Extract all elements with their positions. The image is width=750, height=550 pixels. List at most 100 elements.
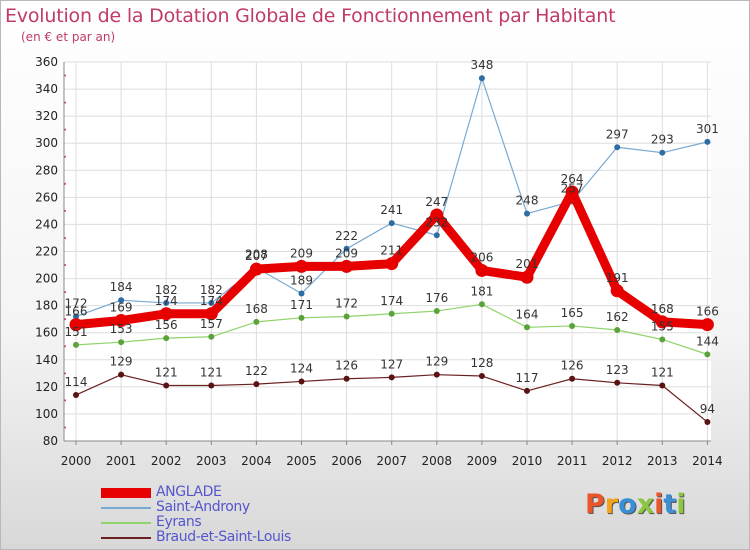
data-label: 129 bbox=[110, 355, 133, 369]
y-tick-label: 160 bbox=[35, 326, 58, 340]
data-label: 168 bbox=[245, 302, 268, 316]
legend-swatch bbox=[101, 488, 151, 498]
data-point-0 bbox=[340, 259, 354, 273]
y-tick-label: 200 bbox=[35, 272, 58, 286]
legend-label: Saint-Androny bbox=[156, 499, 250, 515]
x-tick-label: 2014 bbox=[692, 454, 723, 468]
data-point-3 bbox=[208, 382, 215, 389]
data-label: 241 bbox=[380, 203, 403, 217]
y-tick-label: 240 bbox=[35, 217, 58, 231]
data-point-1 bbox=[208, 299, 215, 306]
data-point-3 bbox=[478, 373, 485, 380]
data-label: 206 bbox=[470, 250, 493, 264]
data-point-3 bbox=[73, 391, 79, 398]
data-point-2 bbox=[388, 310, 395, 317]
data-label: 171 bbox=[290, 298, 313, 312]
data-label: 232 bbox=[425, 215, 448, 229]
data-label: 164 bbox=[516, 307, 539, 321]
x-tick-label: 2009 bbox=[467, 454, 498, 468]
data-point-0 bbox=[114, 314, 128, 328]
data-point-2 bbox=[704, 351, 711, 358]
data-label: 94 bbox=[700, 402, 715, 416]
data-label: 114 bbox=[65, 375, 88, 389]
data-point-2 bbox=[298, 314, 305, 321]
data-point-3 bbox=[433, 371, 440, 378]
data-label: 166 bbox=[696, 305, 719, 319]
data-label: 348 bbox=[470, 58, 493, 72]
data-point-2 bbox=[614, 327, 621, 334]
data-point-1 bbox=[659, 149, 666, 156]
x-tick-label: 2003 bbox=[196, 454, 227, 468]
data-point-3 bbox=[388, 374, 395, 381]
data-point-2 bbox=[163, 335, 170, 342]
data-label: 172 bbox=[335, 296, 358, 310]
data-point-0 bbox=[295, 259, 308, 273]
data-point-0 bbox=[475, 263, 489, 277]
data-label: 121 bbox=[200, 366, 223, 380]
data-label: 153 bbox=[110, 322, 133, 336]
chart-title: Evolution de la Dotation Globale de Fonc… bbox=[5, 5, 616, 27]
data-point-2 bbox=[569, 322, 576, 329]
data-point-1 bbox=[73, 313, 79, 320]
x-tick-label: 2007 bbox=[376, 454, 407, 468]
data-point-2 bbox=[73, 341, 79, 348]
data-label: 117 bbox=[516, 371, 539, 385]
x-tick-label: 2012 bbox=[602, 454, 633, 468]
data-point-2 bbox=[343, 313, 350, 320]
x-tick-label: 2004 bbox=[241, 454, 272, 468]
data-point-0 bbox=[204, 307, 218, 321]
data-point-0 bbox=[655, 315, 669, 329]
legend-swatch bbox=[101, 507, 151, 509]
y-tick-label: 280 bbox=[35, 163, 58, 177]
y-tick-label: 320 bbox=[35, 109, 58, 123]
x-tick-label: 2006 bbox=[331, 454, 362, 468]
data-label: 257 bbox=[561, 181, 584, 195]
data-label: 209 bbox=[335, 246, 358, 260]
data-point-1 bbox=[614, 144, 621, 151]
data-label: 182 bbox=[200, 283, 223, 297]
data-label: 155 bbox=[651, 319, 674, 333]
y-tick-label: 260 bbox=[35, 190, 58, 204]
data-label: 174 bbox=[155, 294, 178, 308]
data-label: 126 bbox=[561, 359, 584, 373]
data-label: 144 bbox=[696, 334, 719, 348]
data-point-0 bbox=[249, 262, 263, 276]
data-label: 169 bbox=[110, 301, 133, 315]
data-label: 181 bbox=[470, 284, 493, 298]
data-point-0 bbox=[610, 284, 624, 298]
data-label: 176 bbox=[425, 291, 448, 305]
data-point-2 bbox=[208, 333, 215, 340]
data-label: 151 bbox=[65, 325, 88, 339]
data-label: 129 bbox=[425, 355, 448, 369]
data-point-3 bbox=[704, 419, 711, 426]
x-tick-label: 2001 bbox=[106, 454, 137, 468]
data-label: 168 bbox=[651, 302, 674, 316]
data-point-3 bbox=[343, 375, 350, 382]
data-label: 121 bbox=[155, 366, 178, 380]
data-label: 182 bbox=[155, 283, 178, 297]
data-point-3 bbox=[253, 381, 260, 388]
data-point-1 bbox=[163, 299, 170, 306]
data-point-3 bbox=[163, 382, 170, 389]
legend-swatch bbox=[101, 522, 151, 524]
data-label: 222 bbox=[335, 229, 358, 243]
data-point-1 bbox=[388, 220, 395, 227]
data-label: 207 bbox=[245, 249, 268, 263]
data-point-1 bbox=[478, 75, 485, 82]
data-point-3 bbox=[298, 378, 305, 385]
x-tick-label: 2008 bbox=[422, 454, 453, 468]
data-label: 126 bbox=[335, 359, 358, 373]
data-label: 174 bbox=[380, 294, 403, 308]
y-tick-label: 360 bbox=[35, 55, 58, 69]
data-point-1 bbox=[704, 138, 711, 145]
y-tick-label: 220 bbox=[35, 245, 58, 259]
data-point-3 bbox=[614, 379, 621, 386]
data-label: 248 bbox=[516, 194, 539, 208]
data-point-0 bbox=[430, 208, 444, 222]
data-point-2 bbox=[659, 336, 666, 343]
data-label: 184 bbox=[110, 280, 133, 294]
data-label: 208 bbox=[245, 248, 268, 262]
chart-subtitle: (en € et par an) bbox=[21, 30, 116, 44]
data-point-0 bbox=[520, 270, 534, 284]
legend-swatch bbox=[101, 537, 151, 539]
